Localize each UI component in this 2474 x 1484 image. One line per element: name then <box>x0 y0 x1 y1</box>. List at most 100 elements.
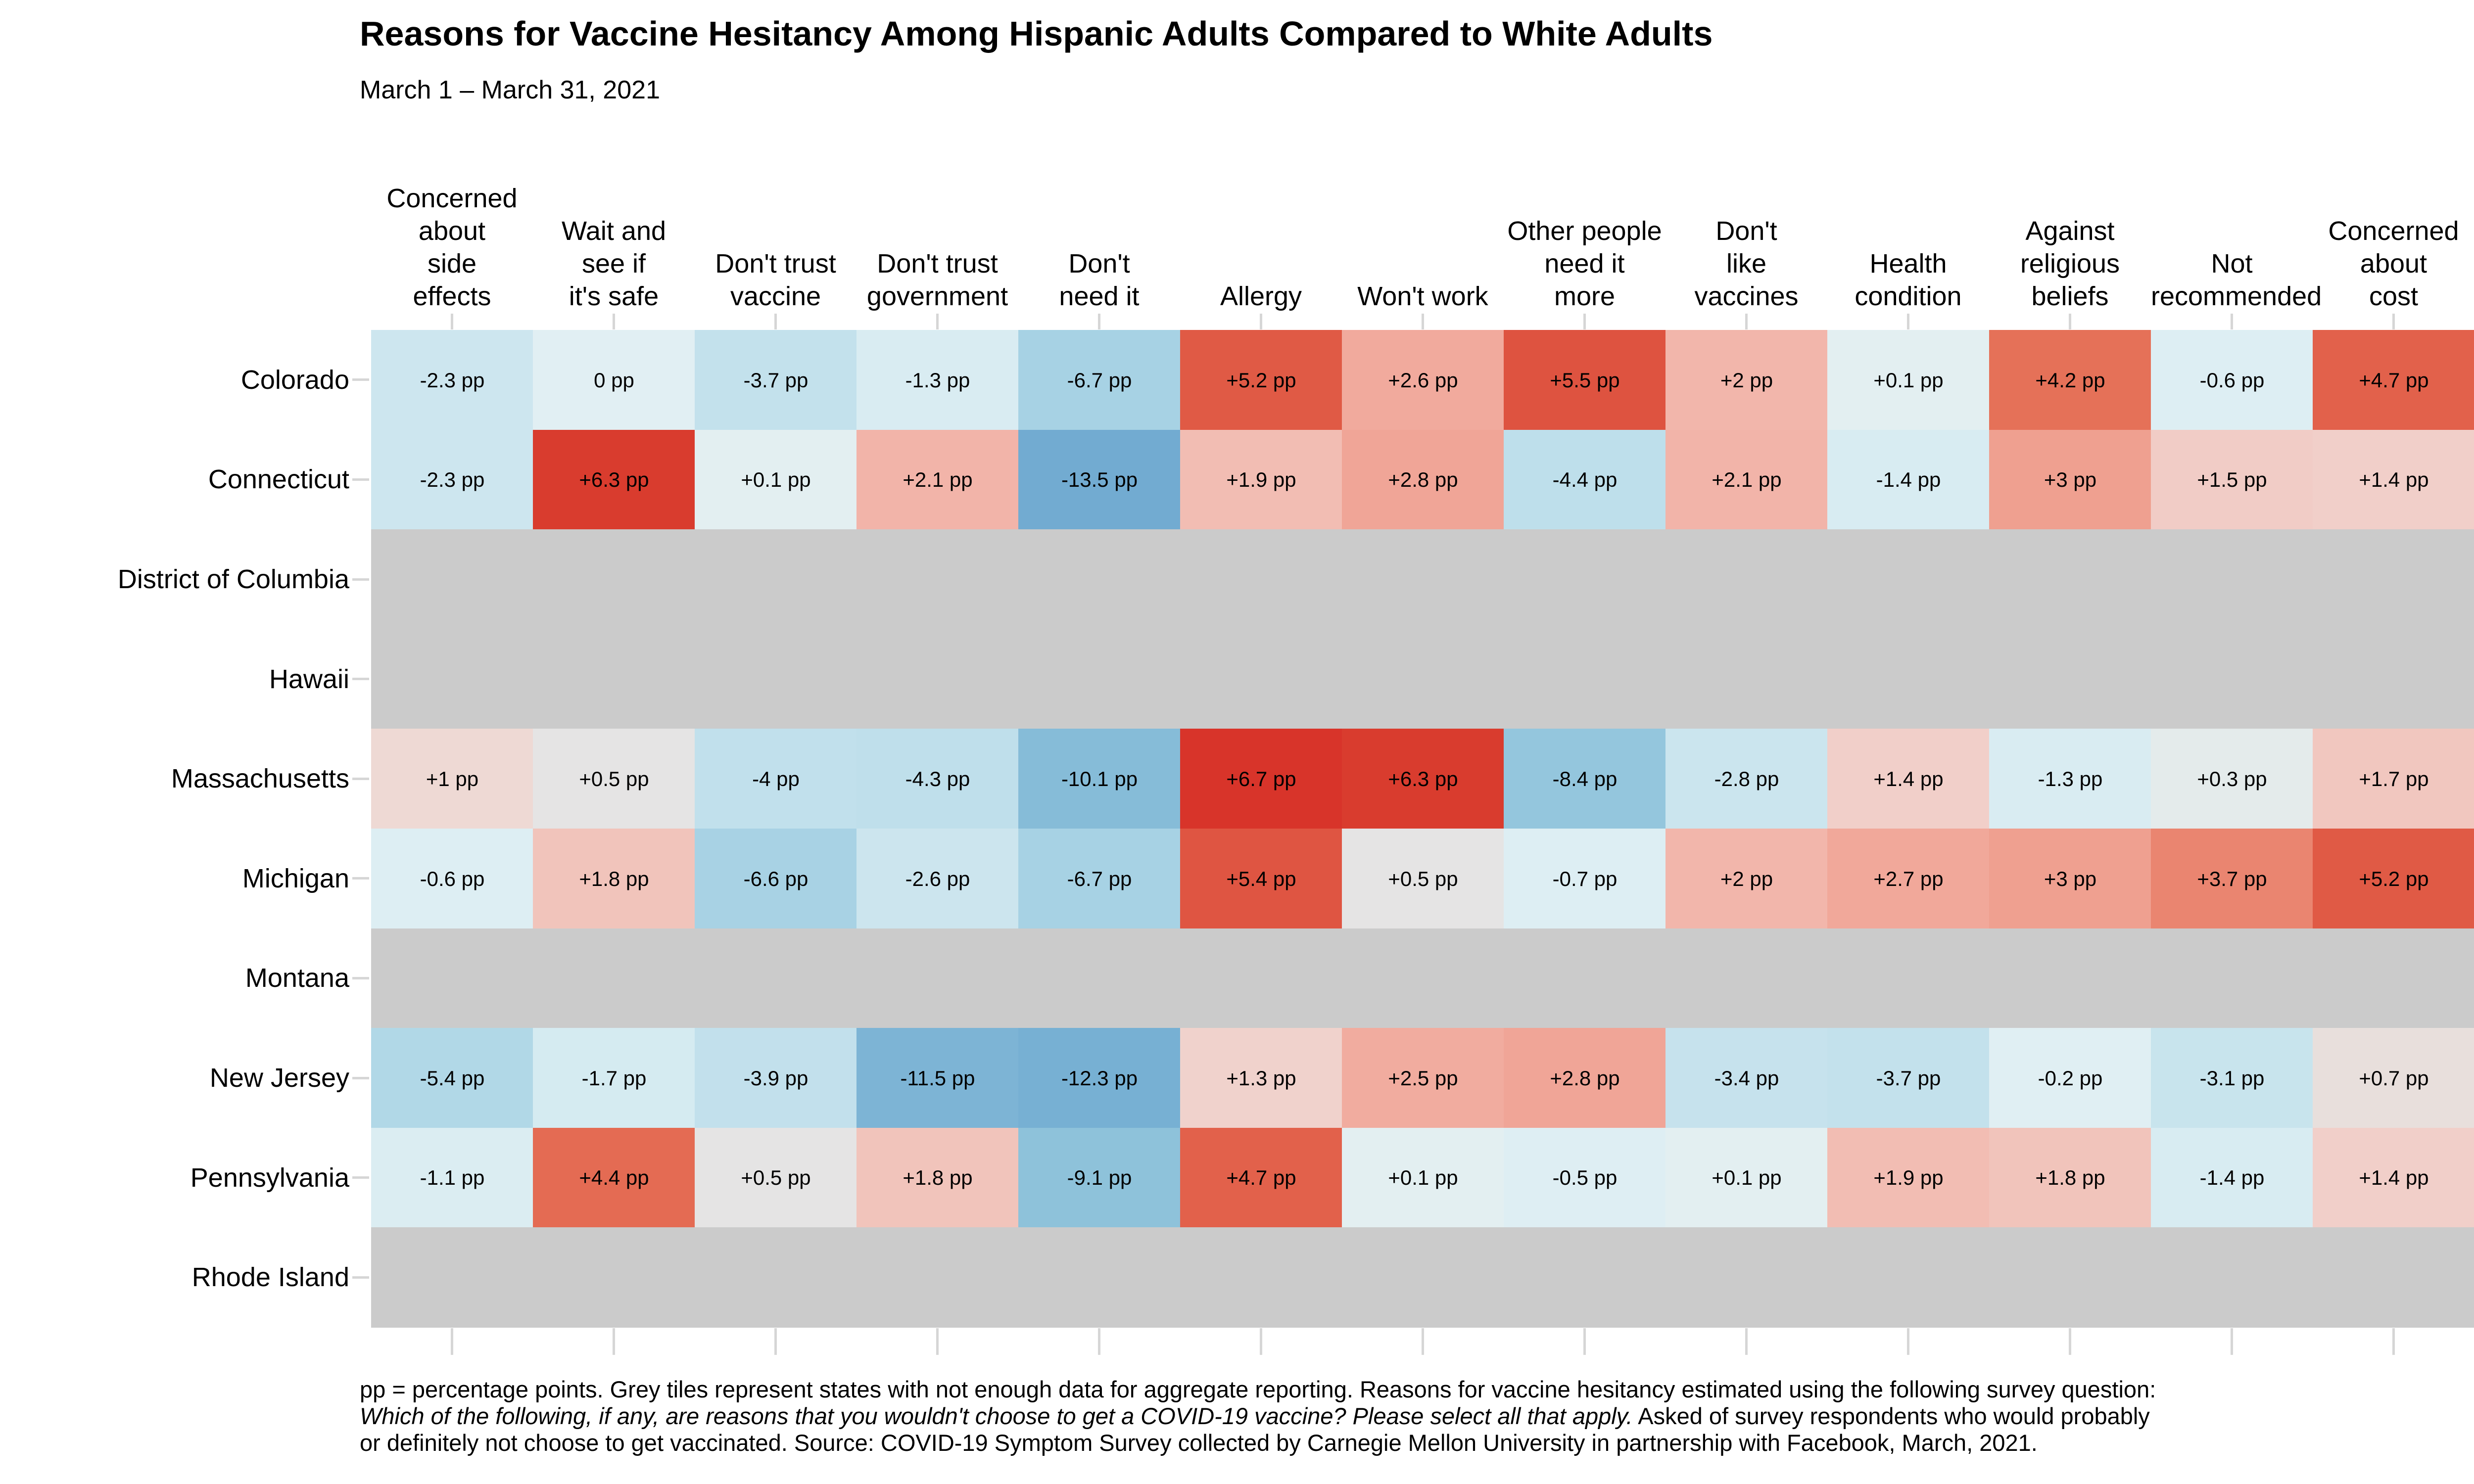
heatmap-cell: -1.4 pp <box>1827 429 1990 530</box>
heatmap-cell: -4 pp <box>695 729 857 830</box>
heatmap-cell: +2.1 pp <box>1665 429 1828 530</box>
column-tick-bottom <box>1098 1328 1100 1355</box>
heatmap-cell: +4.2 pp <box>1989 330 2151 430</box>
column-tick-top <box>1907 314 1909 329</box>
row-label-michigan: Michigan <box>242 863 349 893</box>
row-label-rhode-island: Rhode Island <box>191 1262 349 1293</box>
heatmap-cell: +6.7 pp <box>1180 729 1342 830</box>
heatmap-cell: -11.5 pp <box>856 1028 1019 1129</box>
heatmap-cell: -9.1 pp <box>1018 1127 1181 1228</box>
heatmap-cell: +0.3 pp <box>2151 729 2313 830</box>
heatmap-cell: -3.1 pp <box>2151 1028 2313 1129</box>
heatmap-cell: 0 pp <box>533 330 695 430</box>
heatmap-cell: +2.8 pp <box>1504 1028 1666 1129</box>
heatmap-cell: +0.5 pp <box>695 1127 857 1228</box>
heatmap-cell: +0.1 pp <box>1827 330 1990 430</box>
heatmap-cell: +5.5 pp <box>1504 330 1666 430</box>
missing-data-row <box>371 529 2474 630</box>
column-tick-bottom <box>1745 1328 1748 1355</box>
footnote-line-2: Which of the following, if any, are reas… <box>360 1403 2150 1430</box>
heatmap-cell: -0.6 pp <box>371 829 533 929</box>
column-tick-bottom <box>774 1328 777 1355</box>
row-label-connecticut: Connecticut <box>208 464 349 495</box>
column-header-5: Don't need it <box>1059 249 1140 311</box>
column-header-9: Don't like vaccines <box>1694 216 1799 311</box>
heatmap-cell: -3.4 pp <box>1665 1028 1828 1129</box>
column-tick-bottom <box>2392 1328 2395 1355</box>
column-tick-top <box>451 314 453 329</box>
heatmap-cell: +2.7 pp <box>1827 829 1990 929</box>
column-tick-bottom <box>1907 1328 1909 1355</box>
heatmap-cell: +4.7 pp <box>1180 1127 1342 1228</box>
row-tick-left <box>352 1276 369 1279</box>
heatmap-cell: -13.5 pp <box>1018 429 1181 530</box>
heatmap-cell: -0.5 pp <box>1504 1127 1666 1228</box>
row-tick-left <box>352 478 369 481</box>
column-tick-top <box>613 314 615 329</box>
heatmap-cell: -0.6 pp <box>2151 330 2313 430</box>
row-tick-left <box>352 378 369 381</box>
missing-data-row <box>371 1227 2474 1328</box>
row-label-colorado: Colorado <box>240 365 349 395</box>
heatmap-cell: -0.2 pp <box>1989 1028 2151 1129</box>
heatmap-cell: -5.4 pp <box>371 1028 533 1129</box>
heatmap-cell: -10.1 pp <box>1018 729 1181 830</box>
heatmap-cell: +1.5 pp <box>2151 429 2313 530</box>
column-tick-bottom <box>936 1328 939 1355</box>
column-header-1: Concerned about side effects <box>386 184 518 311</box>
column-header-7: Won't work <box>1357 281 1488 311</box>
heatmap-cell: -0.7 pp <box>1504 829 1666 929</box>
row-tick-left <box>352 777 369 780</box>
heatmap-cell: +1.8 pp <box>856 1127 1019 1228</box>
page-title: Reasons for Vaccine Hesitancy Among Hisp… <box>360 14 1713 53</box>
heatmap-cell: +1.8 pp <box>533 829 695 929</box>
heatmap-cell: +5.2 pp <box>1180 330 1342 430</box>
heatmap-cell: -1.3 pp <box>1989 729 2151 830</box>
row-tick-left <box>352 976 369 979</box>
heatmap-cell: +2 pp <box>1665 829 1828 929</box>
heatmap-cell: -1.4 pp <box>2151 1127 2313 1228</box>
column-header-4: Don't trust government <box>866 249 1008 311</box>
heatmap-cell: +0.1 pp <box>695 429 857 530</box>
heatmap-cell: +2.1 pp <box>856 429 1019 530</box>
heatmap-cell: +0.7 pp <box>2313 1028 2474 1129</box>
heatmap-cell: +5.2 pp <box>2313 829 2474 929</box>
row-tick-left <box>352 877 369 880</box>
column-tick-top <box>774 314 777 329</box>
heatmap-cell: +4.4 pp <box>533 1127 695 1228</box>
heatmap-cell: +2 pp <box>1665 330 1828 430</box>
heatmap-cell: -3.7 pp <box>1827 1028 1990 1129</box>
heatmap-cell: -12.3 pp <box>1018 1028 1181 1129</box>
column-tick-top <box>1098 314 1100 329</box>
row-label-pennsylvania: Pennsylvania <box>190 1162 349 1193</box>
heatmap-cell: +1.8 pp <box>1989 1127 2151 1228</box>
heatmap-cell: +0.1 pp <box>1665 1127 1828 1228</box>
heatmap-cell: +6.3 pp <box>1342 729 1504 830</box>
heatmap-cell: +1 pp <box>371 729 533 830</box>
column-tick-bottom <box>1583 1328 1586 1355</box>
heatmap-cell: +3 pp <box>1989 829 2151 929</box>
column-tick-bottom <box>451 1328 453 1355</box>
column-tick-bottom <box>2069 1328 2071 1355</box>
heatmap-cell: +2.5 pp <box>1342 1028 1504 1129</box>
heatmap-cell: +0.1 pp <box>1342 1127 1504 1228</box>
heatmap-cell: -4.3 pp <box>856 729 1019 830</box>
heatmap-cell: +1.7 pp <box>2313 729 2474 830</box>
heatmap-cell: -6.6 pp <box>695 829 857 929</box>
column-header-13: Concerned about cost <box>2328 216 2459 311</box>
heatmap-cell: +0.5 pp <box>1342 829 1504 929</box>
column-header-3: Don't trust vaccine <box>715 249 836 311</box>
heatmap-cell: +4.7 pp <box>2313 330 2474 430</box>
column-tick-bottom <box>2231 1328 2233 1355</box>
heatmap-cell: -6.7 pp <box>1018 829 1181 929</box>
row-label-montana: Montana <box>245 963 349 993</box>
heatmap-cell: +3 pp <box>1989 429 2151 530</box>
heatmap-cell: -1.3 pp <box>856 330 1019 430</box>
heatmap-cell: -3.7 pp <box>695 330 857 430</box>
column-tick-top <box>1583 314 1586 329</box>
heatmap-cell: +1.4 pp <box>2313 429 2474 530</box>
footnote-survey-question: Which of the following, if any, are reas… <box>360 1403 1633 1429</box>
heatmap-cell: +2.6 pp <box>1342 330 1504 430</box>
heatmap-cell: +0.5 pp <box>533 729 695 830</box>
